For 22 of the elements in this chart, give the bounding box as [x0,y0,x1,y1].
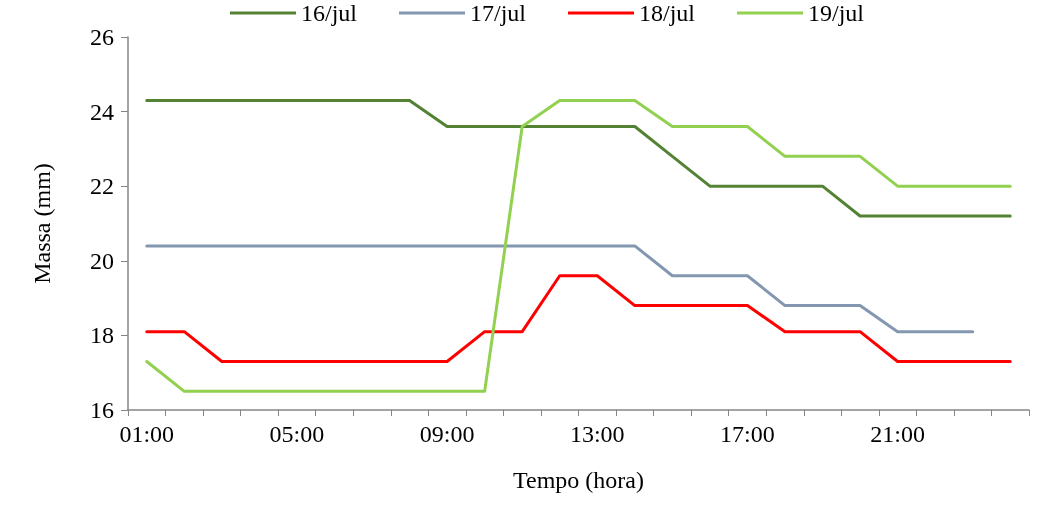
x-tick-label: 01:00 [119,421,175,447]
y-tick-label: 22 [90,173,114,200]
line-series [145,244,975,334]
legend-label: 16/jul [301,0,358,26]
x-tick-label: 09:00 [419,421,475,447]
y-tick-label: 16 [90,397,114,423]
y-axis-title: Massa (mm) [29,163,55,284]
line-series [145,98,1012,218]
y-tick-label: 24 [90,98,114,125]
legend-label: 18/jul [639,0,696,26]
x-tick-label: 13:00 [569,421,625,447]
legend-label: 17/jul [470,0,527,26]
y-tick-label: 20 [90,247,114,274]
y-tick-label: 18 [90,322,114,349]
y-tick-label: 26 [90,24,114,50]
x-tick-label: 17:00 [720,421,775,447]
x-tick-label: 21:00 [870,421,925,447]
x-tick-label: 05:00 [269,421,325,447]
x-axis-title: Tempo (hora) [513,467,644,493]
legend-label: 19/jul [808,0,865,26]
line-series [145,274,1012,364]
line-series [145,98,1012,393]
